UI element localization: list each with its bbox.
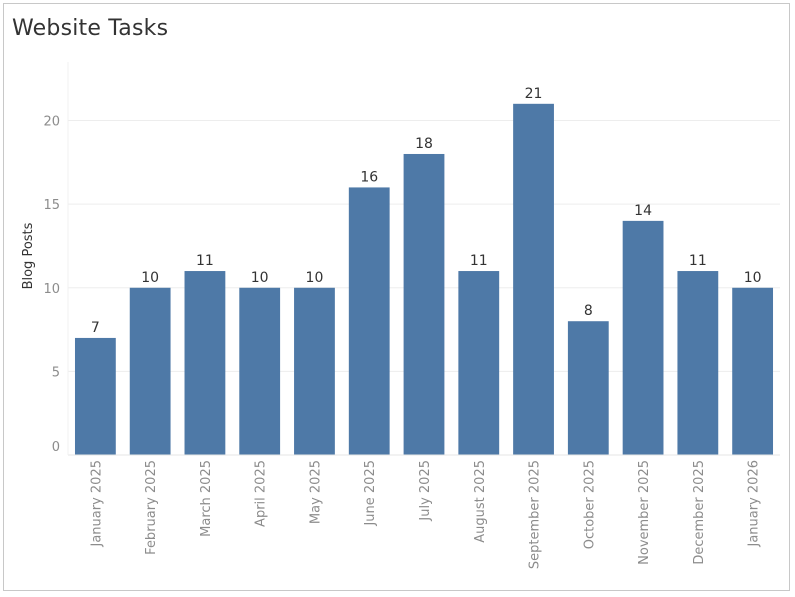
x-tick-label: January 2025 <box>89 460 104 548</box>
x-tick-label: February 2025 <box>144 460 159 555</box>
bar[interactable] <box>294 287 335 455</box>
x-tick-label: August 2025 <box>473 460 488 543</box>
data-label: 11 <box>470 253 488 269</box>
y-axis-label: Blog Posts <box>21 222 36 289</box>
y-tick-label: 15 <box>43 198 60 213</box>
x-tick-label: November 2025 <box>637 460 652 565</box>
bar[interactable] <box>129 287 171 455</box>
x-tick-label: January 2026 <box>747 460 762 548</box>
data-label: 10 <box>141 270 159 286</box>
chart-title: Website Tasks <box>12 16 169 41</box>
data-label: 10 <box>306 270 324 286</box>
data-label: 11 <box>196 253 214 269</box>
x-tick-label: May 2025 <box>308 460 323 524</box>
bar[interactable] <box>403 153 445 455</box>
x-tick-label: December 2025 <box>692 460 707 565</box>
bar[interactable] <box>622 220 664 455</box>
y-tick-label: 20 <box>43 115 60 130</box>
bar[interactable] <box>513 103 554 456</box>
x-tick-label: April 2025 <box>254 460 269 527</box>
bar[interactable] <box>184 271 226 455</box>
data-label: 16 <box>360 169 378 185</box>
y-axis-ticks: 0 5 10 15 20 <box>43 115 60 455</box>
bar[interactable] <box>458 271 500 455</box>
data-label: 11 <box>689 253 707 269</box>
x-tick-label: June 2025 <box>363 460 378 527</box>
bars <box>74 103 774 456</box>
data-label: 7 <box>91 320 100 336</box>
data-label: 8 <box>584 303 593 319</box>
data-label: 18 <box>415 136 433 152</box>
x-axis-ticks: January 2025 February 2025 March 2025 April… <box>89 460 761 569</box>
bar[interactable] <box>732 287 774 455</box>
data-labels: 7 10 11 10 10 16 18 11 21 8 14 11 10 <box>91 86 762 336</box>
data-label: 21 <box>525 86 543 102</box>
x-tick-label: September 2025 <box>528 460 543 569</box>
data-label: 14 <box>634 203 652 219</box>
x-tick-label: October 2025 <box>582 460 597 549</box>
x-tick-label: March 2025 <box>199 460 214 537</box>
bar[interactable] <box>239 287 281 455</box>
y-tick-label: 10 <box>43 282 60 297</box>
y-tick-label: 5 <box>52 365 60 380</box>
bar[interactable] <box>677 271 719 455</box>
y-tick-label: 0 <box>52 440 60 455</box>
bar[interactable] <box>74 337 116 455</box>
data-label: 10 <box>744 270 762 286</box>
bar[interactable] <box>348 187 390 455</box>
bar[interactable] <box>567 321 609 455</box>
data-label: 10 <box>251 270 269 286</box>
x-tick-label: July 2025 <box>418 460 433 522</box>
